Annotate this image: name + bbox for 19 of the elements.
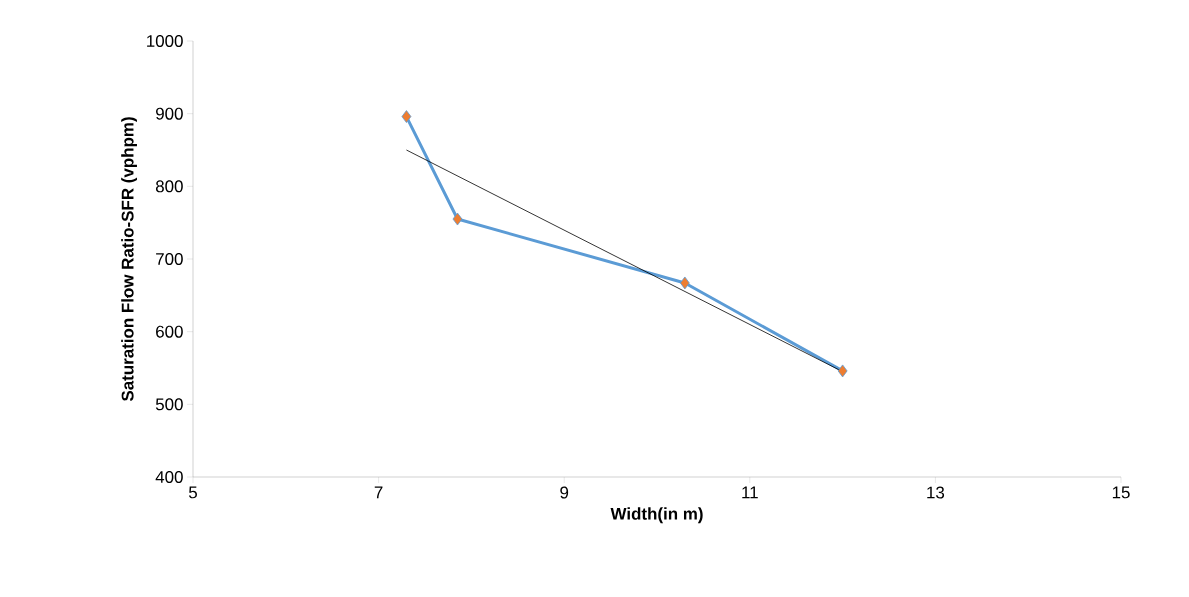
x-tick-label: 13 <box>927 486 945 499</box>
y-tick-label: 700 <box>156 253 183 265</box>
x-tick-label: 15 <box>1112 486 1130 499</box>
x-tick-label: 11 <box>742 486 758 499</box>
x-tick-label: 9 <box>560 486 569 499</box>
y-tick-label: 500 <box>155 398 183 411</box>
x-tick-label: 5 <box>188 486 197 499</box>
y-tick-label: 1000 <box>147 35 183 47</box>
point <box>452 212 463 226</box>
y-tick-label: 400 <box>155 471 183 483</box>
point <box>679 276 690 290</box>
point <box>837 364 848 378</box>
point <box>401 110 412 123</box>
y-axis-title: Saturation Flow Ratio-SFR (vphpm) <box>121 117 137 402</box>
x-axis-title: Width(in m) <box>610 507 703 524</box>
y-tick-label: 900 <box>156 107 183 120</box>
y-tick-label: 600 <box>156 325 183 338</box>
y-tick-label: 800 <box>155 180 183 193</box>
x-tick-label: 7 <box>374 486 383 499</box>
